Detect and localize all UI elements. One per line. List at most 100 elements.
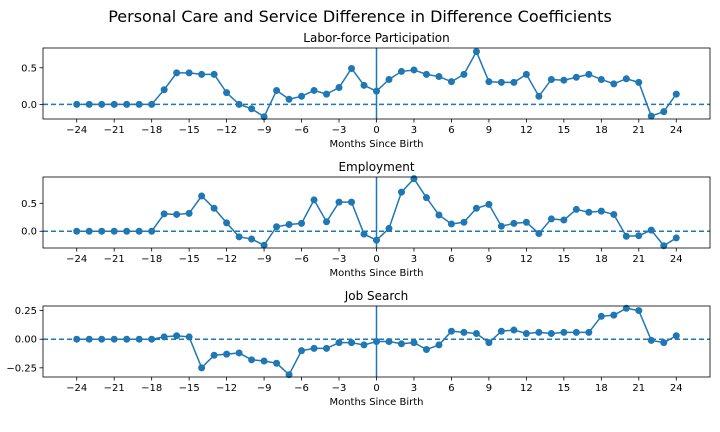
x-tick-label: −3	[332, 383, 347, 394]
data-point	[622, 75, 630, 83]
x-axis-label: Months Since Birth	[329, 139, 423, 150]
data-point	[460, 70, 468, 78]
data-point	[535, 328, 543, 336]
data-point	[248, 235, 256, 243]
data-point	[485, 78, 493, 86]
x-tick-label: 9	[486, 383, 492, 394]
data-point	[223, 219, 231, 227]
data-point	[210, 351, 218, 359]
data-point	[622, 304, 630, 312]
data-point	[223, 350, 231, 358]
data-point	[497, 78, 505, 86]
x-axis-label: Months Since Birth	[329, 397, 423, 408]
data-point	[410, 339, 418, 347]
data-point	[110, 335, 118, 343]
y-tick-label: 0.5	[21, 199, 37, 210]
data-point	[110, 100, 118, 108]
x-tick-label: 21	[632, 254, 645, 265]
data-point	[98, 227, 106, 235]
data-point	[522, 70, 530, 78]
data-point	[497, 327, 505, 335]
x-tick-label: −15	[179, 125, 200, 136]
x-tick-label: 6	[448, 125, 454, 136]
x-tick-label: −12	[216, 125, 237, 136]
data-point	[597, 312, 605, 320]
data-point	[348, 339, 356, 347]
data-point	[472, 204, 480, 212]
data-point	[385, 75, 393, 83]
x-tick-label: −21	[104, 383, 125, 394]
data-point	[298, 347, 306, 355]
data-point	[397, 67, 405, 75]
data-point	[173, 69, 181, 77]
data-point	[135, 335, 143, 343]
data-point	[672, 234, 680, 242]
data-point	[597, 75, 605, 83]
data-point	[335, 198, 343, 206]
data-point	[560, 76, 568, 84]
subplot-3: Job Search −24 −21 −18 −15 −12 −9 −6 −3 0 3 6 9 12 15 1…	[6, 289, 711, 408]
x-tick-label: 9	[486, 125, 492, 136]
data-point	[173, 210, 181, 218]
data-point	[248, 356, 256, 364]
data-point	[510, 78, 518, 86]
data-point	[660, 108, 668, 116]
data-point	[447, 220, 455, 228]
x-tick-label: 18	[595, 254, 608, 265]
data-point	[323, 218, 331, 226]
data-point	[110, 227, 118, 235]
y-tick-label: 0.0	[21, 227, 37, 238]
data-point	[547, 215, 555, 223]
data-point	[610, 210, 618, 218]
data-point	[422, 346, 430, 354]
x-tick-label: 3	[411, 125, 417, 136]
data-point	[410, 66, 418, 74]
data-point	[260, 241, 268, 249]
x-tick-label: −24	[66, 254, 87, 265]
data-point	[273, 86, 281, 94]
data-point	[335, 339, 343, 347]
data-point	[597, 207, 605, 215]
data-point	[385, 338, 393, 345]
data-point	[672, 332, 680, 340]
data-point	[235, 349, 243, 357]
x-tick-label: 24	[670, 383, 683, 394]
data-point	[385, 224, 393, 232]
data-point	[510, 219, 518, 227]
x-tick-label: −15	[179, 383, 200, 394]
data-point	[535, 229, 543, 237]
data-point	[472, 329, 480, 337]
data-point	[148, 227, 156, 235]
data-point	[397, 188, 405, 196]
data-point	[160, 210, 168, 218]
data-point	[185, 69, 193, 77]
data-point	[647, 112, 655, 120]
data-point	[335, 84, 343, 92]
data-point	[373, 236, 380, 244]
data-point	[660, 339, 668, 347]
data-point	[447, 78, 455, 86]
data-point	[435, 73, 443, 81]
data-point	[85, 100, 93, 108]
data-point	[472, 48, 480, 56]
data-point	[422, 70, 430, 78]
x-tick-label: −6	[294, 254, 309, 265]
data-point	[348, 64, 356, 72]
data-point	[273, 223, 281, 231]
x-tick-label: 12	[520, 254, 533, 265]
subplot-2: Employment −24 −21 −18 −15 −12 −9 −6 −3 0 3 6 9 12 15 1…	[21, 160, 711, 279]
x-tick-label: −24	[66, 383, 87, 394]
data-point	[397, 340, 405, 348]
x-tick-label: 18	[595, 383, 608, 394]
data-point	[260, 113, 268, 121]
data-point	[497, 222, 505, 230]
x-tick-label: −12	[216, 383, 237, 394]
data-point	[348, 198, 356, 206]
y-tick-label: 0.0	[21, 100, 37, 111]
data-point	[173, 332, 181, 340]
x-tick-label: 6	[448, 383, 454, 394]
data-point	[610, 80, 618, 88]
data-point	[73, 100, 81, 108]
data-point	[298, 219, 306, 227]
x-tick-label: −3	[332, 125, 347, 136]
